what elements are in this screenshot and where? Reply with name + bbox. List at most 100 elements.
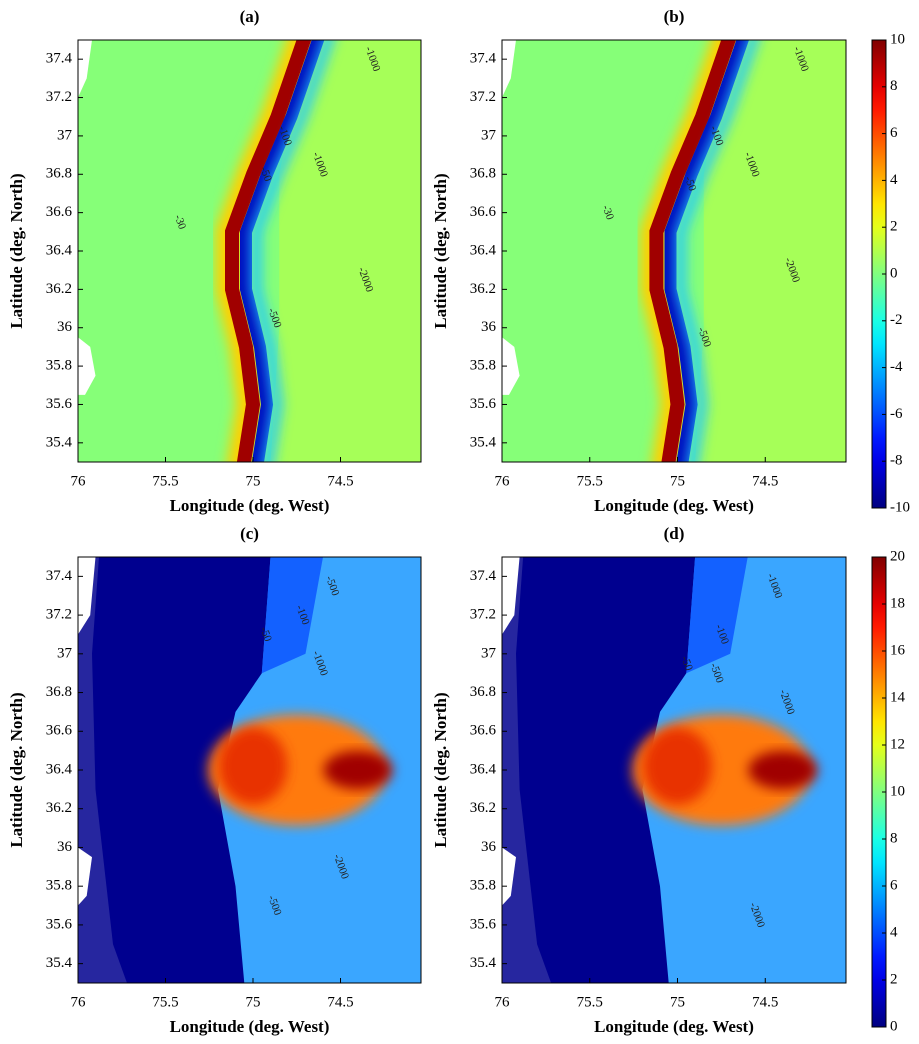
y-tick-label: 37 — [481, 127, 497, 143]
x-tick-label: 75.5 — [577, 994, 603, 1010]
x-tick-label: 74.5 — [327, 994, 353, 1010]
colorbar-tick-label: 16 — [890, 642, 906, 658]
contour-label: -50 — [682, 175, 698, 193]
field-shading — [502, 557, 846, 983]
contour-label: -30 — [600, 204, 616, 222]
y-tick-label: 37.2 — [46, 89, 72, 105]
x-tick-label: 75 — [246, 994, 261, 1010]
y-tick-label: 36.2 — [470, 800, 496, 816]
y-tick-label: 37.4 — [46, 568, 73, 584]
offshore-field — [695, 40, 846, 462]
colorbar-tick-label: 4 — [890, 924, 898, 940]
colorbar-tick-label: 20 — [890, 548, 905, 564]
land — [502, 337, 520, 395]
y-tick-label: 37 — [57, 645, 73, 661]
x-tick-label: 75.5 — [577, 473, 603, 489]
x-tick-label: 75 — [246, 473, 261, 489]
y-tick-label: 37.4 — [470, 568, 497, 584]
colorbar-tick-label: 8 — [890, 830, 898, 846]
y-tick-label: 37.4 — [470, 51, 497, 67]
field-band — [240, 40, 325, 462]
panel-title: (c) — [240, 524, 259, 543]
colorbar-tick-label: -2 — [890, 312, 903, 328]
colorbar-tick-label: -4 — [890, 359, 903, 375]
colorbar-tick-label: 18 — [890, 595, 905, 611]
x-tick-label: 76 — [71, 473, 87, 489]
offshore-field — [686, 557, 748, 674]
y-tick-label: 36.2 — [46, 800, 72, 816]
colorbar-tick-label: 6 — [890, 877, 898, 893]
y-tick-label: 35.6 — [46, 396, 73, 412]
panel-title: (a) — [240, 7, 260, 26]
land — [78, 847, 92, 906]
colorbar-tick-label: 2 — [890, 219, 898, 235]
y-tick-label: 37 — [481, 645, 497, 661]
y-tick-label: 37 — [57, 127, 73, 143]
x-tick-label: 75.5 — [152, 994, 178, 1010]
contour-label: -50 — [258, 625, 274, 643]
land — [502, 847, 516, 906]
y-axis-label: Latitude (deg. North) — [7, 173, 26, 328]
y-tick-label: 35.8 — [470, 878, 496, 894]
field-shading — [78, 40, 421, 462]
x-tick-label: 76 — [495, 994, 511, 1010]
y-tick-label: 36.2 — [46, 281, 72, 297]
x-tick-label: 74.5 — [327, 473, 353, 489]
x-tick-label: 75 — [670, 473, 685, 489]
contour-label: -30 — [172, 213, 188, 231]
y-tick-label: 35.4 — [470, 955, 497, 971]
panel-title: (b) — [664, 7, 685, 26]
y-axis-label: Latitude (deg. North) — [431, 692, 450, 847]
land — [502, 40, 516, 98]
y-tick-label: 35.6 — [470, 396, 497, 412]
field-band — [251, 40, 334, 462]
y-tick-label: 35.4 — [46, 434, 73, 450]
y-tick-label: 37.4 — [46, 51, 73, 67]
y-tick-label: 36.6 — [470, 204, 497, 220]
y-axis-label: Latitude (deg. North) — [431, 173, 450, 328]
land — [78, 337, 96, 395]
hotspot — [748, 750, 818, 790]
hotspot — [218, 727, 288, 805]
y-tick-label: 36 — [57, 839, 73, 855]
field-shading — [502, 40, 846, 462]
y-tick-label: 35.6 — [46, 916, 73, 932]
y-tick-label: 35.4 — [470, 434, 497, 450]
y-tick-label: 36.6 — [46, 204, 73, 220]
y-axis-label: Latitude (deg. North) — [7, 692, 26, 847]
x-tick-label: 76 — [495, 473, 511, 489]
contour-label: -50 — [679, 654, 695, 672]
land — [78, 40, 92, 98]
y-tick-label: 36.8 — [470, 684, 496, 700]
y-tick-label: 36.8 — [46, 684, 72, 700]
colorbar-tick-label: 8 — [890, 78, 898, 94]
y-tick-label: 36 — [481, 319, 497, 335]
y-tick-label: 36.6 — [46, 723, 73, 739]
y-tick-label: 36.8 — [46, 166, 72, 182]
colorbar-tick-label: 0 — [890, 1018, 898, 1034]
colorbar-tick-label: 2 — [890, 971, 898, 987]
y-tick-label: 36.8 — [470, 166, 496, 182]
x-tick-label: 74.5 — [752, 473, 778, 489]
x-axis-label: Longitude (deg. West) — [170, 496, 330, 515]
colorbar-tick-label: 10 — [890, 783, 905, 799]
x-tick-label: 74.5 — [752, 994, 778, 1010]
colorbar-tick-label: -8 — [890, 453, 903, 469]
panel-title: (d) — [664, 524, 685, 543]
hotspot — [323, 750, 393, 790]
y-tick-label: 36.4 — [46, 242, 73, 258]
colorbar-tick-label: -10 — [890, 499, 910, 515]
y-tick-label: 36 — [57, 319, 73, 335]
field-shading — [78, 557, 421, 983]
x-tick-label: 76 — [71, 994, 87, 1010]
colorbar-tick-label: -6 — [890, 406, 903, 422]
y-tick-label: 36.4 — [470, 242, 497, 258]
y-tick-label: 36.4 — [470, 761, 497, 777]
field-band — [676, 40, 759, 462]
contour-label: -50 — [258, 165, 274, 183]
x-axis-label: Longitude (deg. West) — [594, 1017, 754, 1036]
field-band — [649, 40, 736, 462]
field-band — [225, 40, 312, 462]
colorbar-tick-label: 10 — [890, 31, 905, 47]
y-tick-label: 36.2 — [470, 281, 496, 297]
